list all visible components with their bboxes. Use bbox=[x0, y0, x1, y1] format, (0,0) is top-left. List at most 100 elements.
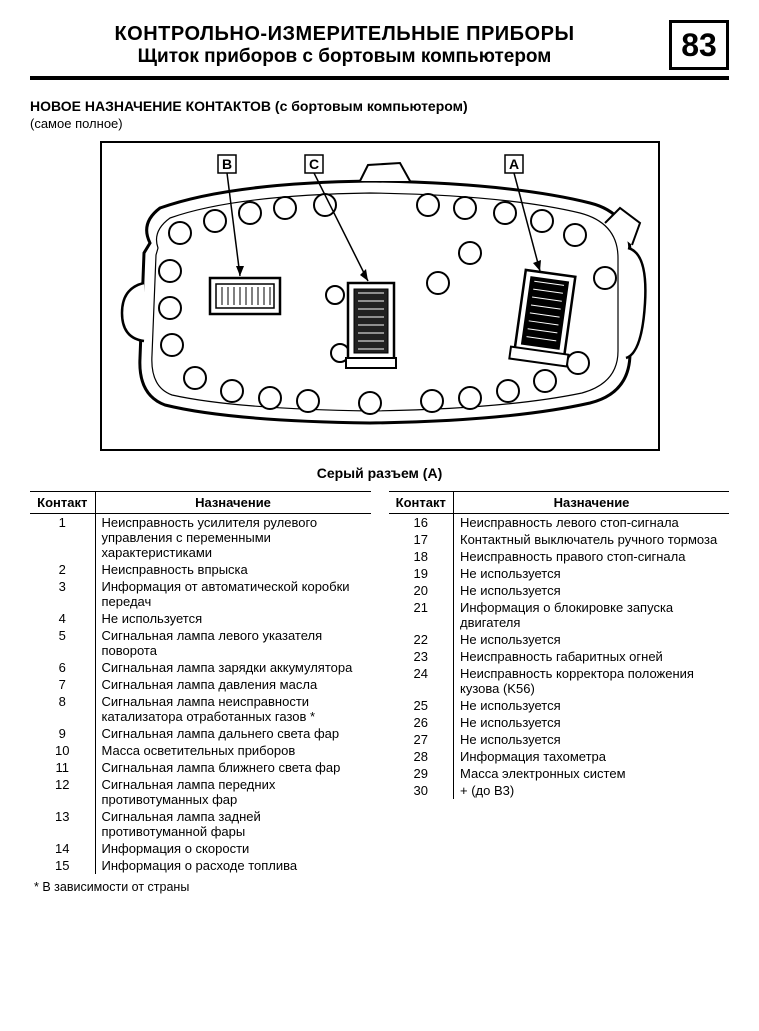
table-row: 21Информация о блокировке запуска двигат… bbox=[389, 599, 730, 631]
table-row: 4Не используется bbox=[30, 610, 371, 627]
pin-assignment: Неисправность правого стоп-сигнала bbox=[454, 548, 730, 565]
page-number: 83 bbox=[681, 27, 717, 64]
pin-number: 19 bbox=[389, 565, 454, 582]
table-row: 17Контактный выключатель ручного тормоза bbox=[389, 531, 730, 548]
pin-assignment: Не используется bbox=[454, 582, 730, 599]
pin-assignment: Сигнальная лампа передних противотуманны… bbox=[95, 776, 371, 808]
pin-tables: Контакт Назначение 1Неисправность усилит… bbox=[30, 491, 729, 874]
table-row: 18Неисправность правого стоп-сигнала bbox=[389, 548, 730, 565]
table-row: 30+ (до B3) bbox=[389, 782, 730, 799]
pin-assignment: Не используется bbox=[454, 731, 730, 748]
table-row: 19Не используется bbox=[389, 565, 730, 582]
pin-number: 1 bbox=[30, 514, 95, 562]
header-subtitle: Щиток приборов с бортовым компьютером bbox=[30, 46, 659, 68]
pin-number: 16 bbox=[389, 514, 454, 532]
table-row: 9Сигнальная лампа дальнего света фар bbox=[30, 725, 371, 742]
pin-number: 27 bbox=[389, 731, 454, 748]
pin-assignment: Неисправность усилителя рулевого управле… bbox=[95, 514, 371, 562]
table-row: 12Сигнальная лампа передних противотуман… bbox=[30, 776, 371, 808]
table-row: 22Не используется bbox=[389, 631, 730, 648]
pin-assignment: Информация о скорости bbox=[95, 840, 371, 857]
pin-number: 17 bbox=[389, 531, 454, 548]
pin-assignment: Информация тахометра bbox=[454, 748, 730, 765]
table-row: 1Неисправность усилителя рулевого управл… bbox=[30, 514, 371, 562]
pin-assignment: Сигнальная лампа давления масла bbox=[95, 676, 371, 693]
pin-assignment: Не используется bbox=[454, 631, 730, 648]
table-row: 7Сигнальная лампа давления масла bbox=[30, 676, 371, 693]
pin-assignment: Сигнальная лампа задней противотуманной … bbox=[95, 808, 371, 840]
table-row: 10Масса осветительных приборов bbox=[30, 742, 371, 759]
pin-number: 20 bbox=[389, 582, 454, 599]
pin-number: 10 bbox=[30, 742, 95, 759]
footnote: * В зависимости от страны bbox=[30, 880, 729, 894]
table-row: 20Не используется bbox=[389, 582, 730, 599]
pin-assignment: Неисправность корректора положения кузов… bbox=[454, 665, 730, 697]
table-row: 5Сигнальная лампа левого указателя повор… bbox=[30, 627, 371, 659]
pin-number: 28 bbox=[389, 748, 454, 765]
pin-number: 18 bbox=[389, 548, 454, 565]
pin-assignment: Информация от автоматической коробки пер… bbox=[95, 578, 371, 610]
th-contact-right: Контакт bbox=[389, 492, 454, 514]
pin-number: 8 bbox=[30, 693, 95, 725]
table-row: 23Неисправность габаритных огней bbox=[389, 648, 730, 665]
connector-c bbox=[346, 283, 396, 368]
pin-number: 22 bbox=[389, 631, 454, 648]
pin-number: 2 bbox=[30, 561, 95, 578]
pin-number: 5 bbox=[30, 627, 95, 659]
pin-number: 3 bbox=[30, 578, 95, 610]
pin-assignment: Информация о блокировке запуска двигател… bbox=[454, 599, 730, 631]
pin-assignment: Масса электронных систем bbox=[454, 765, 730, 782]
diagram-frame: B C A bbox=[100, 141, 660, 451]
pin-number: 6 bbox=[30, 659, 95, 676]
pin-assignment: Сигнальная лампа дальнего света фар bbox=[95, 725, 371, 742]
pin-assignment: Не используется bbox=[454, 565, 730, 582]
header-title: КОНТРОЛЬНО-ИЗМЕРИТЕЛЬНЫЕ ПРИБОРЫ bbox=[30, 23, 659, 46]
pin-number: 11 bbox=[30, 759, 95, 776]
pin-number: 21 bbox=[389, 599, 454, 631]
th-contact-left: Контакт bbox=[30, 492, 95, 514]
pin-number: 24 bbox=[389, 665, 454, 697]
pin-number: 14 bbox=[30, 840, 95, 857]
table-row: 25Не используется bbox=[389, 697, 730, 714]
table-row: 3Информация от автоматической коробки пе… bbox=[30, 578, 371, 610]
table-row: 24Неисправность корректора положения куз… bbox=[389, 665, 730, 697]
section-sub: (самое полное) bbox=[30, 116, 729, 131]
pin-number: 30 bbox=[389, 782, 454, 799]
table-row: 28Информация тахометра bbox=[389, 748, 730, 765]
table-row: 13Сигнальная лампа задней противотуманно… bbox=[30, 808, 371, 840]
th-assignment-left: Назначение bbox=[95, 492, 371, 514]
table-row: 27Не используется bbox=[389, 731, 730, 748]
table-row: 6Сигнальная лампа зарядки аккумулятора bbox=[30, 659, 371, 676]
pin-number: 4 bbox=[30, 610, 95, 627]
pin-assignment: Информация о расходе топлива bbox=[95, 857, 371, 874]
pin-number: 25 bbox=[389, 697, 454, 714]
pin-number: 26 bbox=[389, 714, 454, 731]
pin-table-right: Контакт Назначение 16Неисправность левог… bbox=[389, 491, 730, 799]
connector-title: Серый разъем (A) bbox=[30, 465, 729, 481]
pin-number: 29 bbox=[389, 765, 454, 782]
th-assignment-right: Назначение bbox=[454, 492, 730, 514]
table-row: 11Сигнальная лампа ближнего света фар bbox=[30, 759, 371, 776]
table-row: 2Неисправность впрыска bbox=[30, 561, 371, 578]
label-a: A bbox=[508, 156, 518, 172]
pin-number: 7 bbox=[30, 676, 95, 693]
label-c: C bbox=[308, 156, 318, 172]
page-header: КОНТРОЛЬНО-ИЗМЕРИТЕЛЬНЫЕ ПРИБОРЫ Щиток п… bbox=[30, 20, 729, 80]
pin-assignment: + (до B3) bbox=[454, 782, 730, 799]
table-row: 8Сигнальная лампа неисправности катализа… bbox=[30, 693, 371, 725]
header-text-block: КОНТРОЛЬНО-ИЗМЕРИТЕЛЬНЫЕ ПРИБОРЫ Щиток п… bbox=[30, 23, 659, 68]
section-block: НОВОЕ НАЗНАЧЕНИЕ КОНТАКТОВ (с бортовым к… bbox=[30, 98, 729, 131]
pin-table-left: Контакт Назначение 1Неисправность усилит… bbox=[30, 491, 371, 874]
pin-assignment: Не используется bbox=[454, 714, 730, 731]
pin-assignment: Сигнальная лампа левого указателя поворо… bbox=[95, 627, 371, 659]
label-b: B bbox=[221, 156, 231, 172]
pin-assignment: Сигнальная лампа зарядки аккумулятора bbox=[95, 659, 371, 676]
pin-assignment: Неисправность левого стоп-сигнала bbox=[454, 514, 730, 532]
instrument-cluster-diagram: B C A bbox=[110, 153, 650, 443]
pin-assignment: Неисправность впрыска bbox=[95, 561, 371, 578]
section-heading: НОВОЕ НАЗНАЧЕНИЕ КОНТАКТОВ (с бортовым к… bbox=[30, 98, 729, 114]
table-row: 29Масса электронных систем bbox=[389, 765, 730, 782]
pin-assignment: Сигнальная лампа ближнего света фар bbox=[95, 759, 371, 776]
connector-b bbox=[210, 278, 280, 314]
pin-number: 13 bbox=[30, 808, 95, 840]
